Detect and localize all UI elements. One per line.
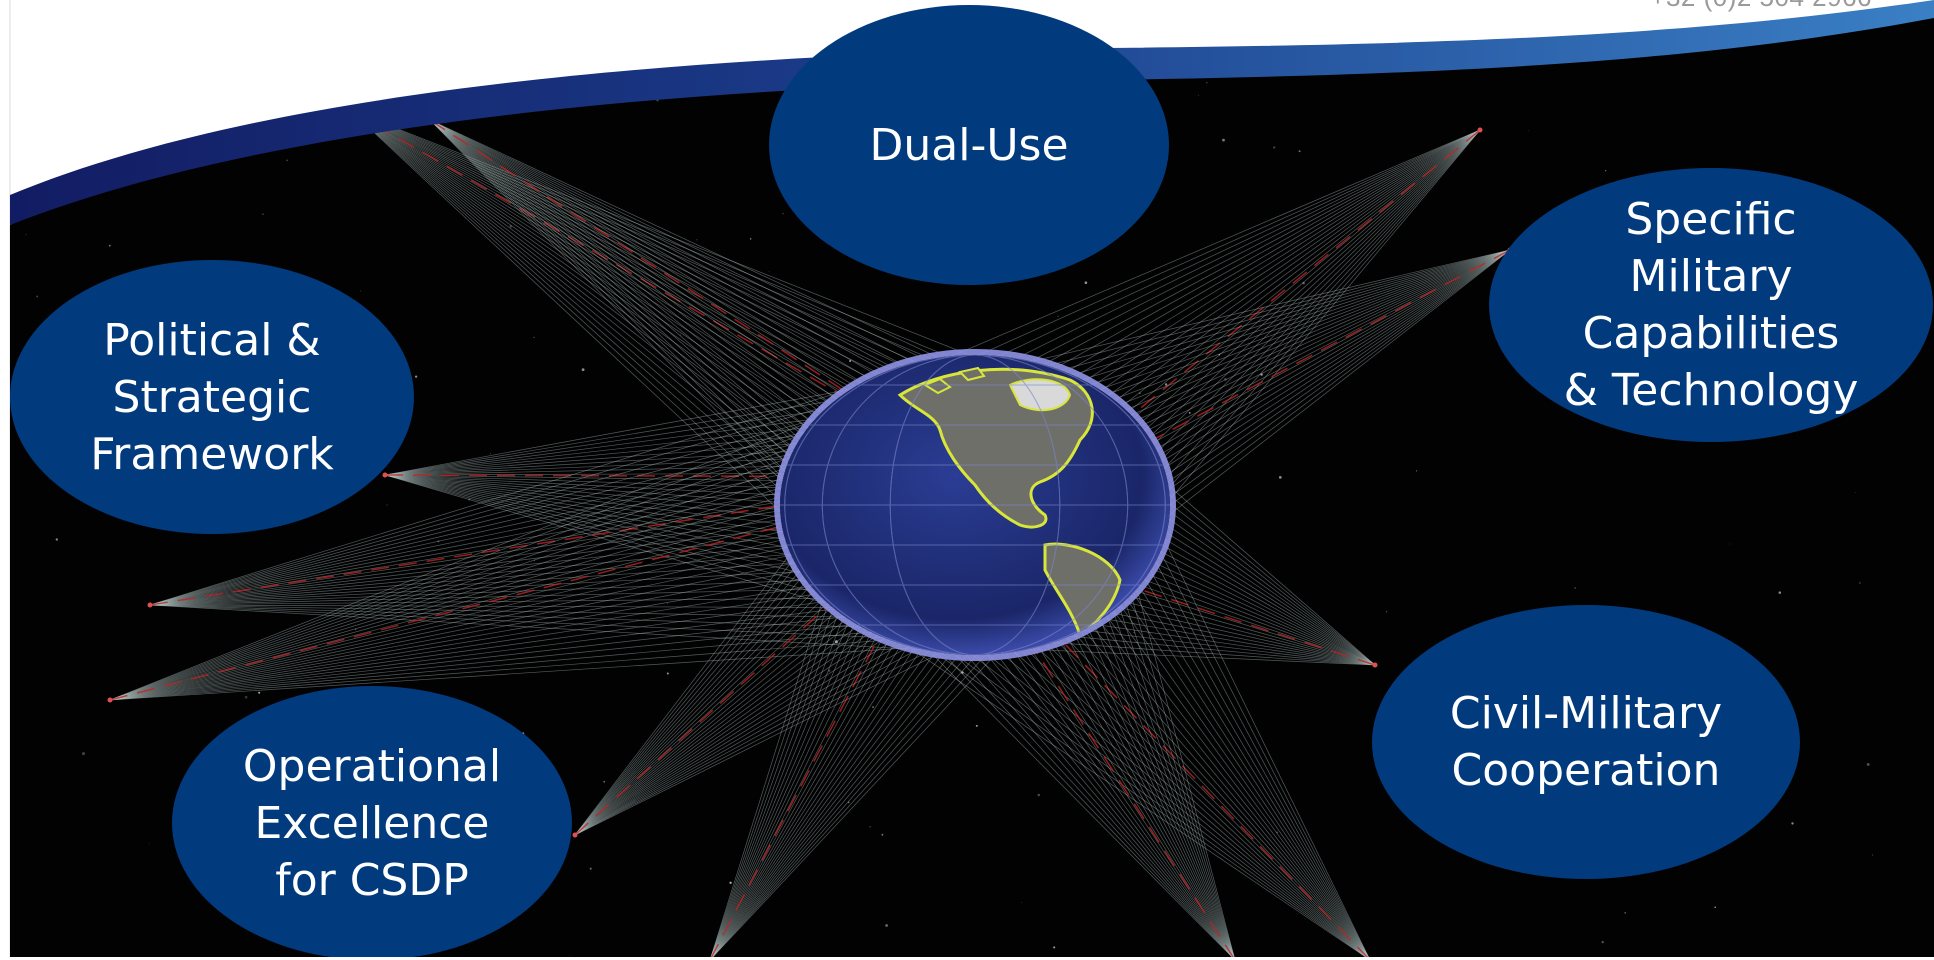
header-banner [10,0,1934,225]
constellation-spike [347,107,1050,624]
bubbles [10,5,1933,957]
bubble-specific-military [1489,168,1933,442]
contact-phone: +32 (0)2 504 2966 [1650,0,1872,13]
bubble-dual-use [769,5,1169,285]
earth-globe-icon [774,349,1176,661]
bubble-civil-military [1372,605,1800,879]
bubble-operational-excellence [172,686,572,957]
bubble-political-strategic [10,260,414,534]
